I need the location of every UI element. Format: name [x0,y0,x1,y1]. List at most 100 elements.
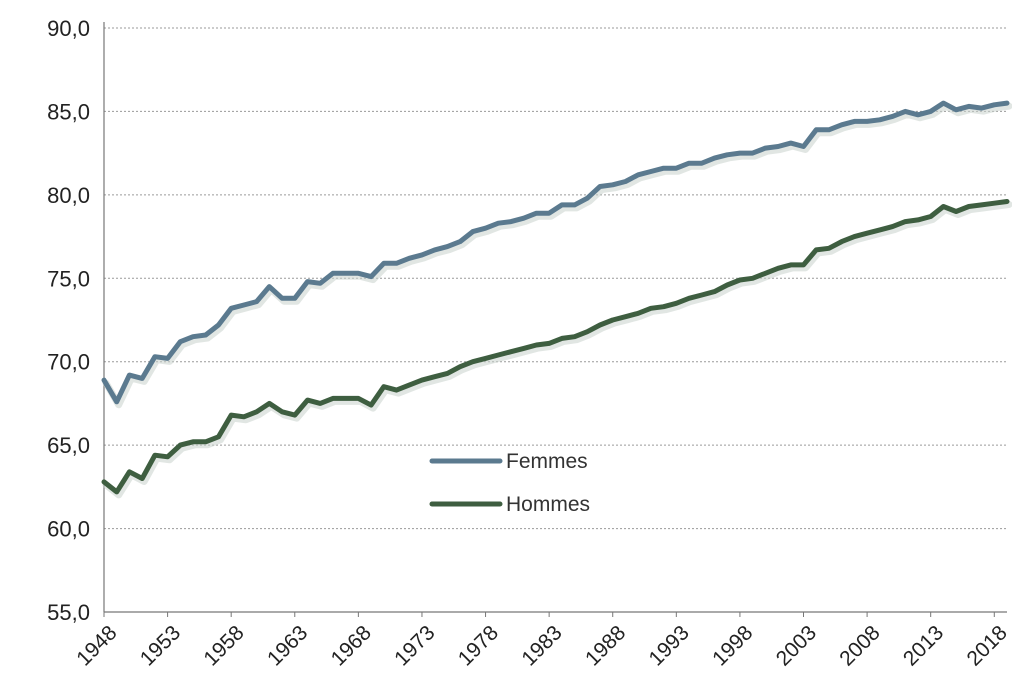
data-point-femmes [852,119,857,123]
y-tick-label: 65,0 [47,433,90,458]
data-point-femmes [458,240,462,244]
data-point-femmes [611,183,615,187]
data-point-femmes [445,245,449,249]
data-point-femmes [1005,101,1009,105]
x-tick-label: 1998 [708,621,757,670]
data-point-femmes [509,220,513,224]
data-point-hommes [242,415,246,419]
data-point-femmes [547,211,551,215]
data-point-hommes [166,455,170,459]
data-point-hommes [331,396,335,400]
data-point-hommes [280,410,284,414]
data-point-femmes [344,271,348,275]
data-point-hommes [903,220,907,224]
data-point-hommes [496,353,500,357]
data-point-hommes [840,240,844,244]
data-point-hommes [407,383,411,387]
data-point-femmes [827,128,831,132]
data-point-femmes [534,211,539,215]
y-tick-label: 90,0 [47,16,90,41]
data-point-hommes [751,276,755,280]
data-point-hommes [814,248,818,252]
x-tick-label: 1958 [199,621,248,670]
data-point-femmes [725,153,729,157]
data-point-hommes [1005,199,1009,204]
y-tick-label: 75,0 [47,266,90,291]
data-point-femmes [216,323,221,327]
data-point-hommes [827,246,831,250]
data-point-hommes [204,440,208,444]
data-point-hommes [471,360,475,364]
data-point-femmes [967,104,971,108]
data-point-femmes [814,128,818,132]
y-tick-label: 55,0 [47,600,90,625]
series-shadow-femmes [102,102,1012,409]
data-point-hommes [115,490,119,494]
x-tick-label: 1993 [645,621,694,670]
data-point-hommes [776,266,780,270]
data-point-hommes [598,323,602,327]
x-tick-label: 1983 [517,621,566,670]
data-point-hommes [712,290,717,294]
data-point-femmes [941,101,946,105]
data-point-femmes [280,296,284,300]
data-point-femmes [127,373,131,377]
data-point-hommes [852,235,857,239]
data-point-hommes [649,306,653,310]
x-tick-label: 1968 [327,621,376,670]
data-point-hommes [725,283,729,287]
data-point-hommes [738,278,742,282]
data-point-hommes [305,398,310,402]
data-point-femmes [178,340,182,344]
x-tick-label: 2003 [772,621,821,670]
data-point-femmes [903,109,907,113]
data-point-femmes [623,179,628,184]
data-point-hommes [865,231,869,235]
data-point-femmes [305,280,310,284]
data-point-femmes [318,281,322,285]
data-point-hommes [980,203,984,207]
data-point-hommes [801,263,806,267]
data-point-femmes [394,261,399,265]
data-point-femmes [674,166,678,170]
data-point-femmes [496,221,500,225]
data-point-hommes [344,396,348,400]
data-point-hommes [293,413,297,417]
data-point-hommes [140,476,144,481]
data-point-hommes [700,293,704,297]
legend-label-hommes: Hommes [506,493,590,516]
data-point-femmes [763,146,768,150]
x-tick-label: 1978 [454,621,503,670]
x-tick-label: 1953 [136,621,185,670]
data-point-femmes [992,103,996,107]
data-point-femmes [801,144,806,149]
data-point-femmes [166,356,170,360]
y-tick-label: 80,0 [47,183,90,208]
data-point-hommes [954,209,958,214]
data-point-femmes [840,123,844,127]
data-point-femmes [598,184,602,189]
x-tick-label: 1963 [263,621,312,670]
data-point-hommes [356,396,360,400]
data-point-hommes [382,385,386,389]
data-point-hommes [674,301,678,305]
data-point-femmes [573,203,577,207]
data-point-femmes [687,161,691,165]
data-point-femmes [865,119,869,123]
data-point-femmes [738,151,742,155]
data-point-hommes [623,315,628,319]
data-point-femmes [229,306,233,310]
data-point-femmes [585,196,589,200]
data-point-hommes [394,388,399,392]
data-point-hommes [153,453,157,457]
data-point-femmes [102,378,106,382]
data-point-femmes [916,113,920,117]
data-point-femmes [649,169,653,174]
series-shadow-hommes [102,201,1012,499]
data-point-hommes [369,403,373,407]
data-point-hommes [178,443,182,447]
data-point-hommes [445,371,449,375]
data-point-hommes [662,305,666,309]
